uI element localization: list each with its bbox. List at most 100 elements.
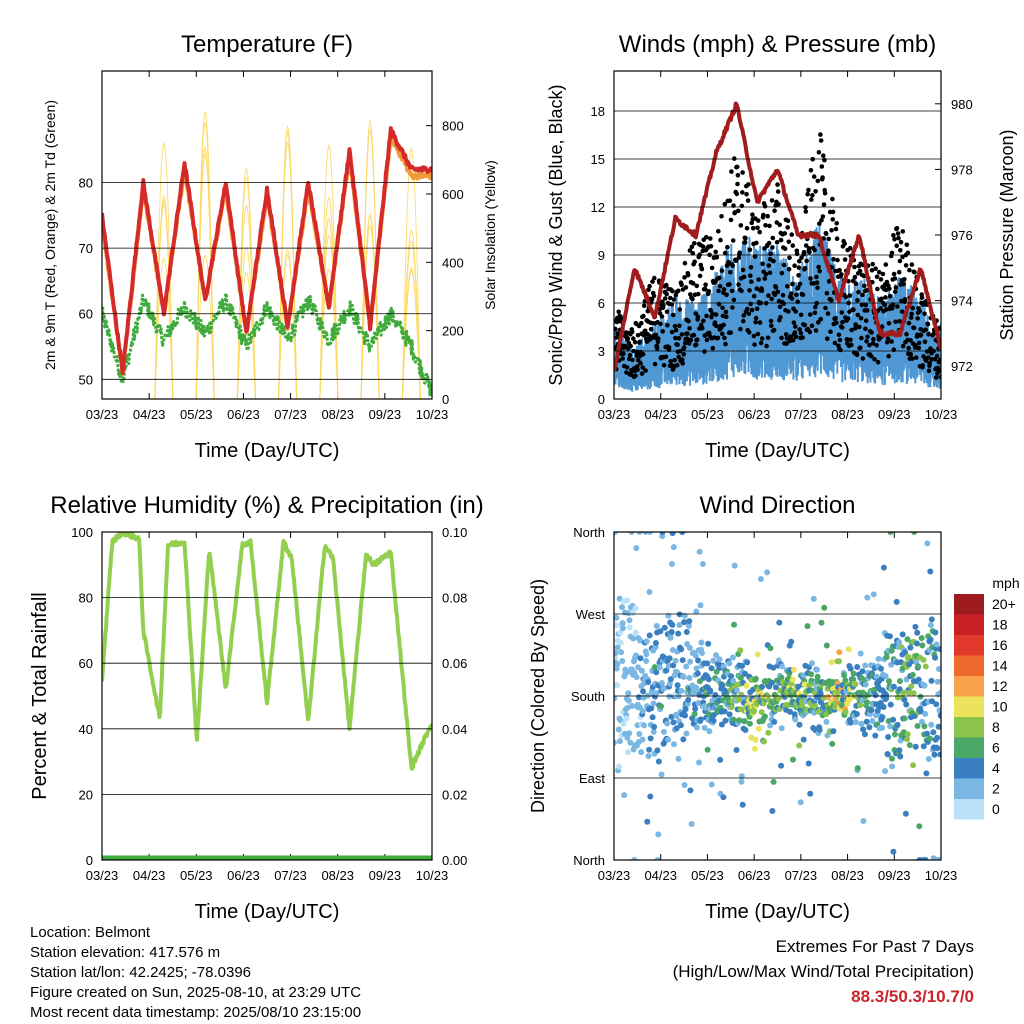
gust-point [879,324,885,329]
gust-point [816,264,821,270]
direction-point [906,742,913,749]
direction-point [637,655,644,662]
direction-point [797,799,804,806]
x-tick-label: 05/23 [180,407,213,422]
direction-point [935,723,941,730]
direction-point [641,722,647,729]
direction-point [864,699,870,706]
gust-point [720,305,725,311]
gust-point [887,293,893,299]
direction-point [814,673,821,680]
direction-point [880,564,887,571]
direction-point [924,730,930,737]
gust-point [925,322,931,327]
x-tick-label: 05/23 [691,868,724,883]
gust-point [834,221,839,226]
gust-point [634,353,640,359]
gust-point [674,362,680,368]
direction-point [632,605,639,612]
gust-point [744,191,749,197]
legend-label: 2 [992,781,1000,797]
x-tick-label: 10/23 [925,868,958,883]
direction-point [834,689,841,696]
direction-point [669,532,676,537]
direction-point [901,696,908,703]
gust-point [752,254,758,259]
gust-point [785,218,791,224]
legend-label: 16 [992,637,1008,653]
gust-point [777,304,783,310]
gust-point [753,315,759,321]
gust-point [797,281,803,287]
direction-point [733,747,740,753]
x-tick-label: 07/23 [274,407,307,422]
direction-point [701,724,708,731]
station-elevation: Station elevation: 417.576 m [30,944,221,961]
gust-point [909,262,915,267]
gust-point [681,352,687,357]
direction-point [614,661,621,668]
gust-point [779,270,785,276]
direction-point [913,640,920,647]
direction-point [673,725,680,732]
direction-point [908,683,915,690]
gust-point [902,277,907,282]
direction-point [842,708,849,715]
gust-point [745,198,751,203]
gust-point [776,202,781,207]
direction-point [657,628,664,635]
gust-point [851,307,856,313]
x-axis-label: Time (Day/UTC) [705,901,850,923]
gust-point [715,335,721,341]
gust-point [629,329,635,335]
direction-point [915,676,922,683]
gust-point [860,356,866,361]
direction-point [937,751,941,758]
gust-point [624,365,630,370]
gust-point [757,320,763,325]
direction-point [872,692,879,699]
direction-point [706,728,713,735]
y-tick-label: 6 [598,296,605,311]
gust-point [801,249,807,255]
gust-point [717,283,723,289]
gust-point [844,337,850,342]
direction-point [629,610,636,617]
x-tick-label: 05/23 [180,868,213,883]
gust-point [723,341,728,347]
gust-point [790,281,795,287]
gust-point [739,203,745,209]
gust-point [635,333,641,338]
gust-point [793,324,798,329]
gust-point [807,250,812,255]
direction-point [719,682,726,689]
direction-point [707,687,714,694]
direction-point [800,736,807,743]
gust-point [750,212,755,217]
direction-point [887,723,894,730]
y-tick-label: 60 [79,307,93,322]
direction-point [737,647,744,654]
gust-point [775,182,780,187]
direction-point [883,695,890,701]
temperature-2m-line [102,126,432,376]
direction-point [775,695,782,702]
solar-insolation-line [360,213,380,399]
direction-point [809,660,815,667]
plot-border [101,70,433,400]
gust-point [823,305,828,311]
direction-point [686,644,693,651]
direction-point [852,719,859,726]
gust-point [878,306,883,311]
gust-point [820,214,826,219]
gust-point [734,191,740,197]
gust-point [934,375,939,380]
chart-4: Wind Direction 03/23 04/23 05/23 06/23 07/23 0… [528,492,1020,923]
gust-point [832,340,838,346]
direction-point [902,810,909,817]
gust-point [812,310,818,316]
gust-point [713,312,719,317]
station-latlon: Station lat/lon: 42.2425; -78.0396 [30,964,252,981]
gust-point [709,265,715,271]
direction-point [636,731,643,737]
